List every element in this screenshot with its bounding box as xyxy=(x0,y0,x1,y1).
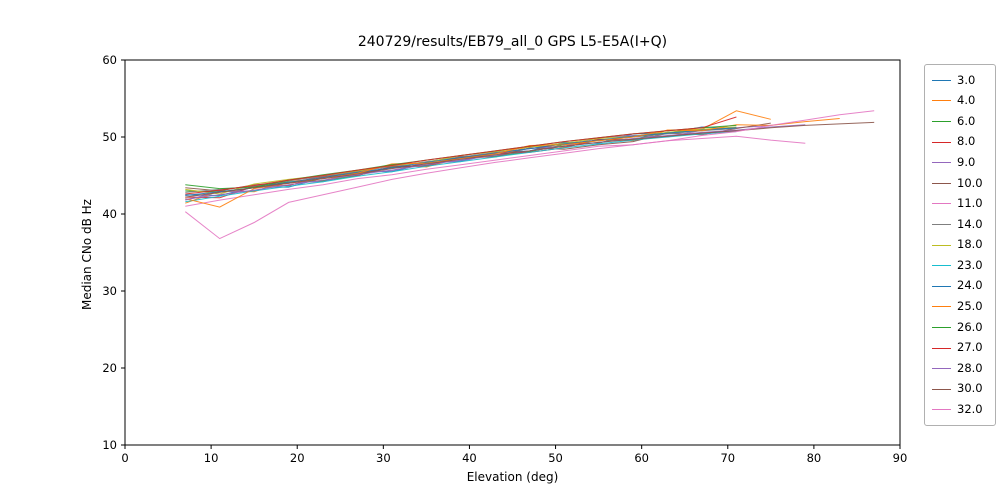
legend-item: 18.0 xyxy=(925,235,995,256)
legend-line-swatch xyxy=(932,79,951,81)
x-tick-label: 40 xyxy=(462,451,477,465)
series-line-30.0 xyxy=(185,121,875,198)
legend-line-swatch xyxy=(932,388,951,390)
legend-label: 11.0 xyxy=(957,196,983,211)
series-line-23.0 xyxy=(185,131,737,203)
legend-item: 26.0 xyxy=(925,317,995,338)
legend-label: 9.0 xyxy=(957,154,976,169)
legend-line-swatch xyxy=(932,203,951,205)
legend-item: 4.0 xyxy=(925,91,995,112)
legend-label: 6.0 xyxy=(957,113,976,128)
legend-label: 8.0 xyxy=(957,134,976,149)
legend-line-swatch xyxy=(932,265,951,267)
x-tick-label: 60 xyxy=(634,451,649,465)
x-tick-label: 0 xyxy=(121,451,128,465)
legend-item: 27.0 xyxy=(925,338,995,359)
y-tick-label: 30 xyxy=(102,284,117,298)
legend-line-swatch xyxy=(932,326,951,328)
x-tick-label: 90 xyxy=(893,451,908,465)
legend-item: 6.0 xyxy=(925,111,995,132)
legend-label: 28.0 xyxy=(957,360,983,375)
legend-line-swatch xyxy=(932,306,951,308)
legend-label: 25.0 xyxy=(957,299,983,314)
legend-item: 23.0 xyxy=(925,255,995,276)
legend: 3.0 4.0 6.0 8.0 9.0 10.0 11.0 14.0 18.0 23.0 24.0 2… xyxy=(924,64,996,427)
legend-item: 8.0 xyxy=(925,132,995,153)
legend-line-swatch xyxy=(932,182,951,184)
legend-line-swatch xyxy=(932,285,951,287)
axes-frame xyxy=(124,59,901,446)
y-tick-label: 10 xyxy=(102,438,117,452)
y-tick-label: 40 xyxy=(102,207,117,221)
legend-item: 14.0 xyxy=(925,214,995,235)
legend-label: 30.0 xyxy=(957,381,983,396)
series-line-25.0 xyxy=(185,118,840,208)
legend-label: 26.0 xyxy=(957,319,983,334)
legend-item: 11.0 xyxy=(925,194,995,215)
legend-line-swatch xyxy=(932,223,951,225)
legend-label: 27.0 xyxy=(957,340,983,355)
y-tick-label: 50 xyxy=(102,130,117,144)
legend-item: 24.0 xyxy=(925,276,995,297)
legend-line-swatch xyxy=(932,120,951,122)
series-line-28.0 xyxy=(185,124,806,200)
legend-line-swatch xyxy=(932,368,951,370)
legend-item: 10.0 xyxy=(925,173,995,194)
x-tick-label: 10 xyxy=(204,451,219,465)
legend-item: 30.0 xyxy=(925,379,995,400)
chart-title: 240729/results/EB79_all_0 GPS L5-E5A(I+Q… xyxy=(357,34,668,50)
legend-item: 9.0 xyxy=(925,152,995,173)
legend-label: 4.0 xyxy=(957,93,976,108)
legend-line-swatch xyxy=(932,162,951,164)
series-line-32.0 xyxy=(184,110,875,240)
legend-line-swatch xyxy=(932,347,951,349)
y-axis-label: Median CNo dB Hz xyxy=(80,199,94,310)
legend-line-swatch xyxy=(932,409,951,411)
legend-label: 18.0 xyxy=(957,237,983,252)
y-tick-label: 20 xyxy=(102,361,117,375)
x-tick-label: 80 xyxy=(807,451,822,465)
legend-label: 23.0 xyxy=(957,257,983,272)
legend-item: 3.0 xyxy=(925,70,995,91)
x-tick-label: 20 xyxy=(290,451,305,465)
legend-line-swatch xyxy=(932,100,951,102)
x-tick-label: 70 xyxy=(720,451,735,465)
legend-item: 32.0 xyxy=(925,400,995,421)
legend-item: 25.0 xyxy=(925,297,995,318)
x-tick-label: 30 xyxy=(376,451,391,465)
series-line-27.0 xyxy=(185,116,737,195)
legend-label: 10.0 xyxy=(957,175,983,190)
legend-line-swatch xyxy=(932,141,951,143)
legend-label: 24.0 xyxy=(957,278,983,293)
legend-label: 32.0 xyxy=(957,402,983,417)
legend-label: 3.0 xyxy=(957,72,976,87)
x-axis-label: Elevation (deg) xyxy=(466,470,559,484)
x-tick-label: 50 xyxy=(548,451,563,465)
legend-item: 28.0 xyxy=(925,358,995,379)
legend-label: 14.0 xyxy=(957,216,983,231)
series-line-11.0 xyxy=(185,135,806,207)
legend-line-swatch xyxy=(932,244,951,246)
y-tick-label: 60 xyxy=(102,53,117,67)
series-line-3.0 xyxy=(185,126,737,197)
